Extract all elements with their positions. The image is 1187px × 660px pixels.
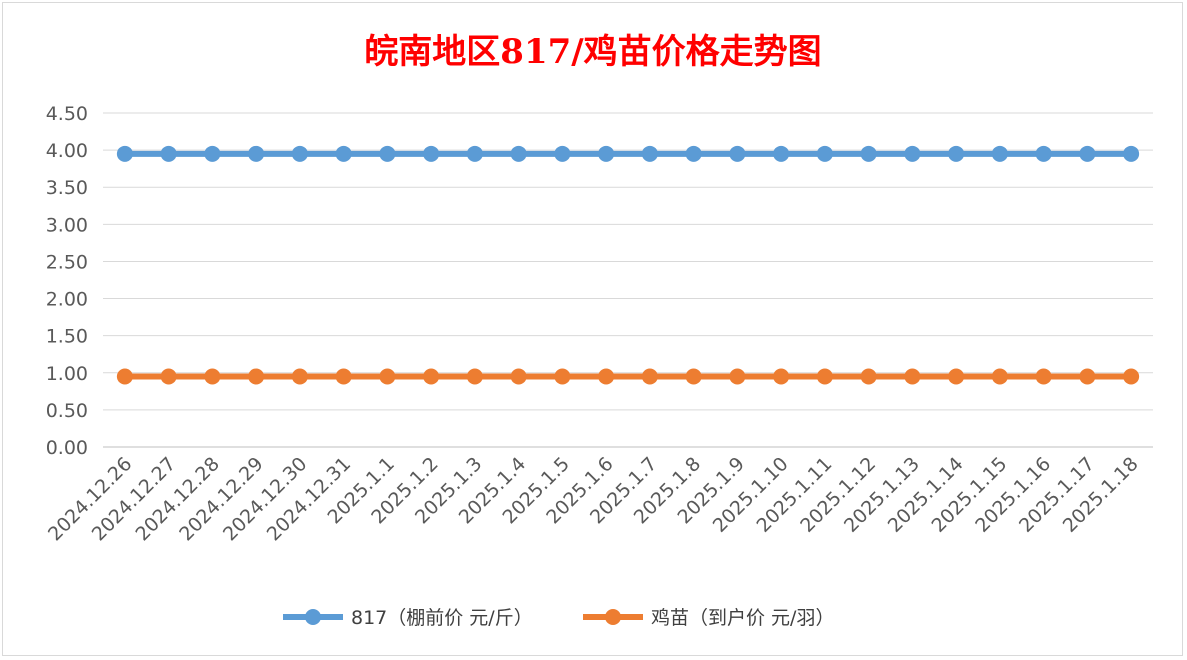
data-point	[904, 368, 921, 385]
data-point	[773, 368, 790, 385]
data-point	[423, 368, 440, 385]
data-point	[204, 145, 221, 162]
data-point	[1123, 145, 1140, 162]
chart-title: 皖南地区817/鸡苗价格走势图	[364, 32, 821, 72]
legend-item-1: 817（棚前价 元/斤）	[283, 607, 533, 629]
data-point	[379, 145, 396, 162]
y-tick-label: 2.50	[46, 251, 88, 273]
gridlines	[103, 112, 1153, 448]
y-tick-label: 1.00	[46, 363, 88, 385]
data-point	[948, 145, 965, 162]
legend-label: 鸡苗（到户价 元/羽）	[651, 607, 834, 629]
data-point	[948, 368, 965, 385]
data-point	[423, 145, 440, 162]
legend: 817（棚前价 元/斤） 鸡苗（到户价 元/羽）	[283, 607, 834, 629]
data-point	[554, 145, 571, 162]
data-point	[160, 368, 177, 385]
y-tick-label: 4.50	[46, 103, 88, 125]
data-point	[291, 368, 308, 385]
data-point	[554, 368, 571, 385]
data-point	[466, 368, 483, 385]
data-point	[685, 368, 702, 385]
data-point	[860, 368, 877, 385]
data-point	[1035, 368, 1052, 385]
data-point	[685, 145, 702, 162]
data-point	[991, 145, 1008, 162]
data-point	[816, 368, 833, 385]
y-tick-label: 3.50	[46, 177, 88, 199]
data-point	[248, 145, 265, 162]
legend-marker	[305, 609, 321, 625]
legend-label: 817（棚前价 元/斤）	[351, 607, 533, 629]
data-point	[248, 368, 265, 385]
data-point	[335, 368, 352, 385]
x-axis-ticks: 2024.12.262024.12.272024.12.282024.12.29…	[44, 453, 1143, 545]
data-point	[773, 145, 790, 162]
y-tick-label: 2.00	[46, 289, 88, 311]
data-point	[816, 145, 833, 162]
y-tick-label: 1.50	[46, 326, 88, 348]
data-point	[291, 145, 308, 162]
legend-marker	[605, 609, 621, 625]
data-point	[729, 368, 746, 385]
data-point	[510, 368, 527, 385]
data-point	[1079, 368, 1096, 385]
data-point	[116, 145, 133, 162]
data-point	[1035, 145, 1052, 162]
data-point	[160, 145, 177, 162]
data-point	[598, 368, 615, 385]
data-point	[335, 145, 352, 162]
data-point	[204, 368, 221, 385]
y-tick-label: 4.00	[46, 140, 88, 162]
series-layer	[116, 145, 1140, 385]
line-chart: 皖南地区817/鸡苗价格走势图 0.00 0.50 1.00 1.50 2.00 2.50…	[44, 32, 1153, 629]
data-point	[641, 368, 658, 385]
data-point	[116, 368, 133, 385]
series-1	[116, 145, 1140, 162]
data-point	[379, 368, 396, 385]
data-point	[598, 145, 615, 162]
data-point	[729, 145, 746, 162]
y-axis-ticks: 0.00 0.50 1.00 1.50 2.00 2.50 3.00 3.50 4.00 4.50	[46, 103, 88, 459]
data-point	[510, 145, 527, 162]
data-point	[991, 368, 1008, 385]
series-2	[116, 368, 1140, 385]
y-tick-label: 3.00	[46, 214, 88, 236]
data-point	[641, 145, 658, 162]
legend-item-2: 鸡苗（到户价 元/羽）	[583, 607, 834, 629]
y-tick-label: 0.50	[46, 400, 88, 422]
data-point	[1123, 368, 1140, 385]
data-point	[860, 145, 877, 162]
data-point	[904, 145, 921, 162]
data-point	[1079, 145, 1096, 162]
y-tick-label: 0.00	[46, 437, 88, 459]
data-point	[466, 145, 483, 162]
